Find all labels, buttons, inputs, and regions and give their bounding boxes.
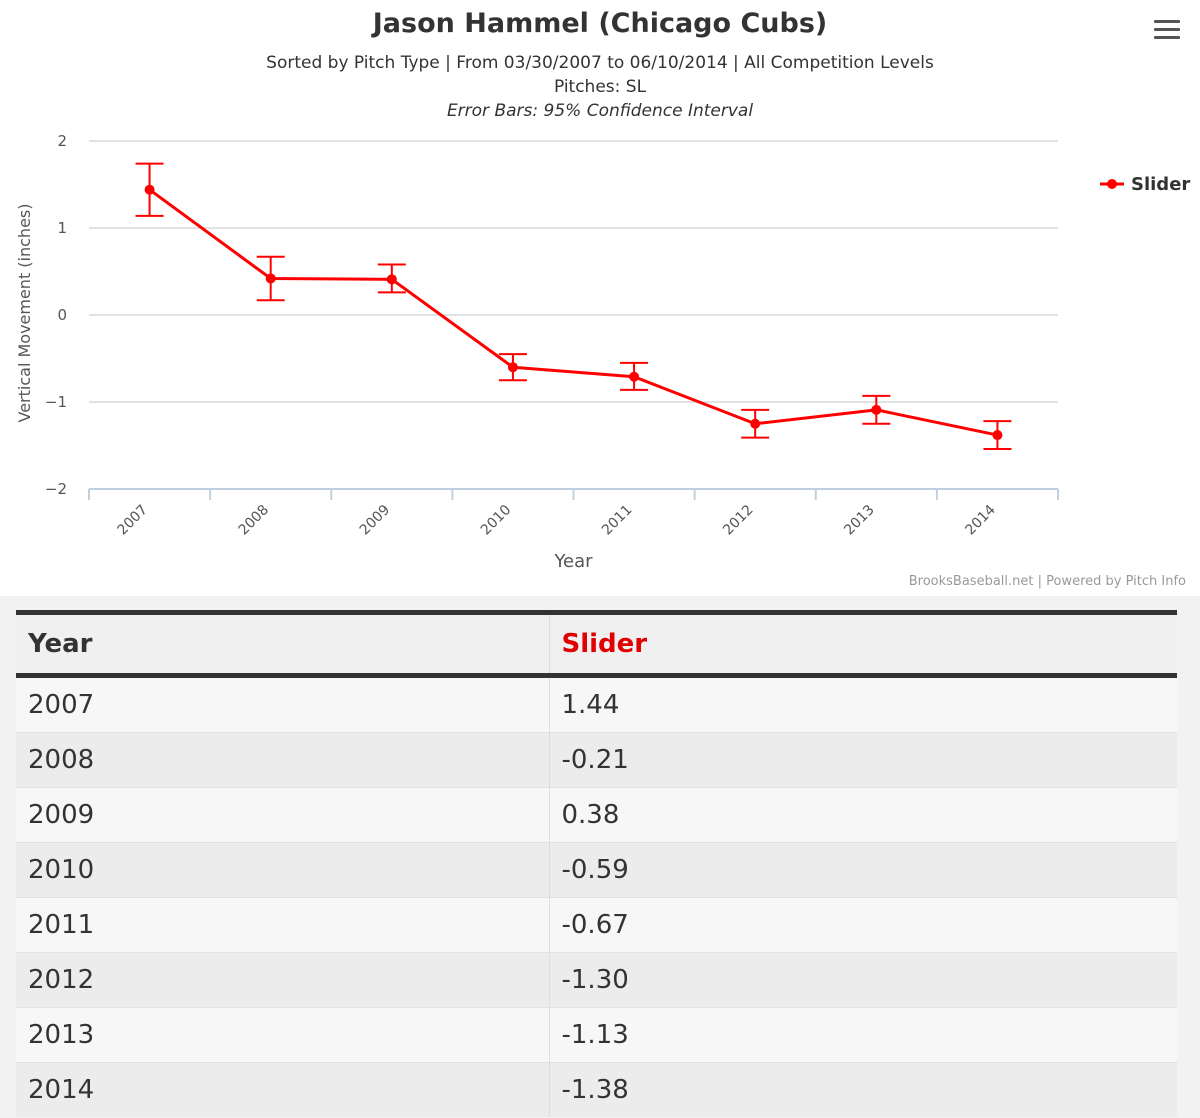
table-row: 2007 1.44 bbox=[16, 675, 1177, 733]
table-cell-year: 2010 bbox=[16, 842, 550, 898]
table-cell-value: -0.59 bbox=[549, 842, 1177, 898]
table-cell-value: -1.30 bbox=[549, 952, 1177, 1008]
data-point bbox=[386, 274, 397, 285]
x-tick-label: 2007 bbox=[114, 502, 151, 539]
data-point bbox=[507, 362, 518, 373]
y-axis-title: Vertical Movement (inches) bbox=[15, 204, 34, 423]
x-tick-label: 2012 bbox=[720, 502, 757, 539]
table-header-slider[interactable]: Slider bbox=[549, 610, 1177, 678]
data-point bbox=[992, 430, 1003, 441]
table-cell-year: 2012 bbox=[16, 952, 550, 1008]
y-tick-label: −2 bbox=[45, 480, 67, 498]
x-tick-label: 2013 bbox=[841, 502, 878, 539]
table-cell-value: 1.44 bbox=[549, 675, 1177, 733]
table-row: 2011 -0.67 bbox=[16, 897, 1177, 953]
x-tick-label: 2010 bbox=[478, 502, 515, 539]
table-cell-year: 2009 bbox=[16, 787, 550, 843]
hamburger-menu-icon[interactable] bbox=[1152, 20, 1182, 44]
table-header-row: Year Slider bbox=[16, 610, 1177, 678]
data-table: Year Slider 2007 1.44 2008 -0.21 2009 0.… bbox=[16, 610, 1177, 1117]
chart-subtitle-2: Pitches: SL bbox=[553, 77, 647, 97]
table-row: 2012 -1.30 bbox=[16, 952, 1177, 1008]
table-row: 2013 -1.13 bbox=[16, 1007, 1177, 1063]
x-tick-label: 2011 bbox=[599, 502, 636, 539]
chart-title: Jason Hammel (Chicago Cubs) bbox=[372, 8, 828, 39]
data-point bbox=[144, 184, 155, 195]
table-cell-value: -1.38 bbox=[549, 1062, 1177, 1117]
table-cell-value: -0.67 bbox=[549, 897, 1177, 953]
table-row: 2014 -1.38 bbox=[16, 1062, 1177, 1117]
y-tick-label: 0 bbox=[57, 306, 67, 324]
y-tick-label: −1 bbox=[45, 393, 67, 411]
y-tick-label: 1 bbox=[57, 219, 67, 237]
x-tick-label: 2009 bbox=[357, 502, 394, 539]
table-cell-year: 2011 bbox=[16, 897, 550, 953]
table-cell-year: 2007 bbox=[16, 675, 550, 733]
table-row: 2010 -0.59 bbox=[16, 842, 1177, 898]
legend-symbol-marker bbox=[1107, 179, 1117, 189]
x-tick-label: 2008 bbox=[236, 502, 273, 539]
y-tick-label: 2 bbox=[57, 132, 67, 150]
table-cell-year: 2014 bbox=[16, 1062, 550, 1117]
chart-subtitle-1: Sorted by Pitch Type | From 03/30/2007 t… bbox=[266, 53, 934, 73]
chart-subtitle-3: Error Bars: 95% Confidence Interval bbox=[446, 101, 754, 121]
data-point bbox=[629, 371, 640, 382]
table-cell-value: -0.21 bbox=[549, 732, 1177, 788]
table-header-year[interactable]: Year bbox=[16, 610, 550, 678]
table-cell-year: 2008 bbox=[16, 732, 550, 788]
data-point bbox=[871, 404, 882, 415]
x-tick-label: 2014 bbox=[962, 502, 999, 539]
data-point bbox=[265, 273, 276, 284]
data-point bbox=[750, 418, 761, 429]
line-chart: 2 1 0 −1 −2 2007 2008 2009 2010 2011 2012 2013 2014 Y… bbox=[15, 132, 1190, 572]
table-row: 2009 0.38 bbox=[16, 787, 1177, 843]
table-row: 2008 -0.21 bbox=[16, 732, 1177, 788]
legend-label[interactable]: Slider bbox=[1131, 174, 1190, 195]
table-cell-year: 2013 bbox=[16, 1007, 550, 1063]
chart-credits: BrooksBaseball.net | Powered by Pitch In… bbox=[908, 574, 1186, 589]
table-cell-value: 0.38 bbox=[549, 787, 1177, 843]
table-cell-value: -1.13 bbox=[549, 1007, 1177, 1063]
x-axis-title: Year bbox=[553, 551, 593, 572]
series-line bbox=[148, 188, 998, 437]
chart-panel: 2 1 0 −1 −2 2007 2008 2009 2010 2011 2012 2013 2014 Y… bbox=[15, 8, 1191, 589]
